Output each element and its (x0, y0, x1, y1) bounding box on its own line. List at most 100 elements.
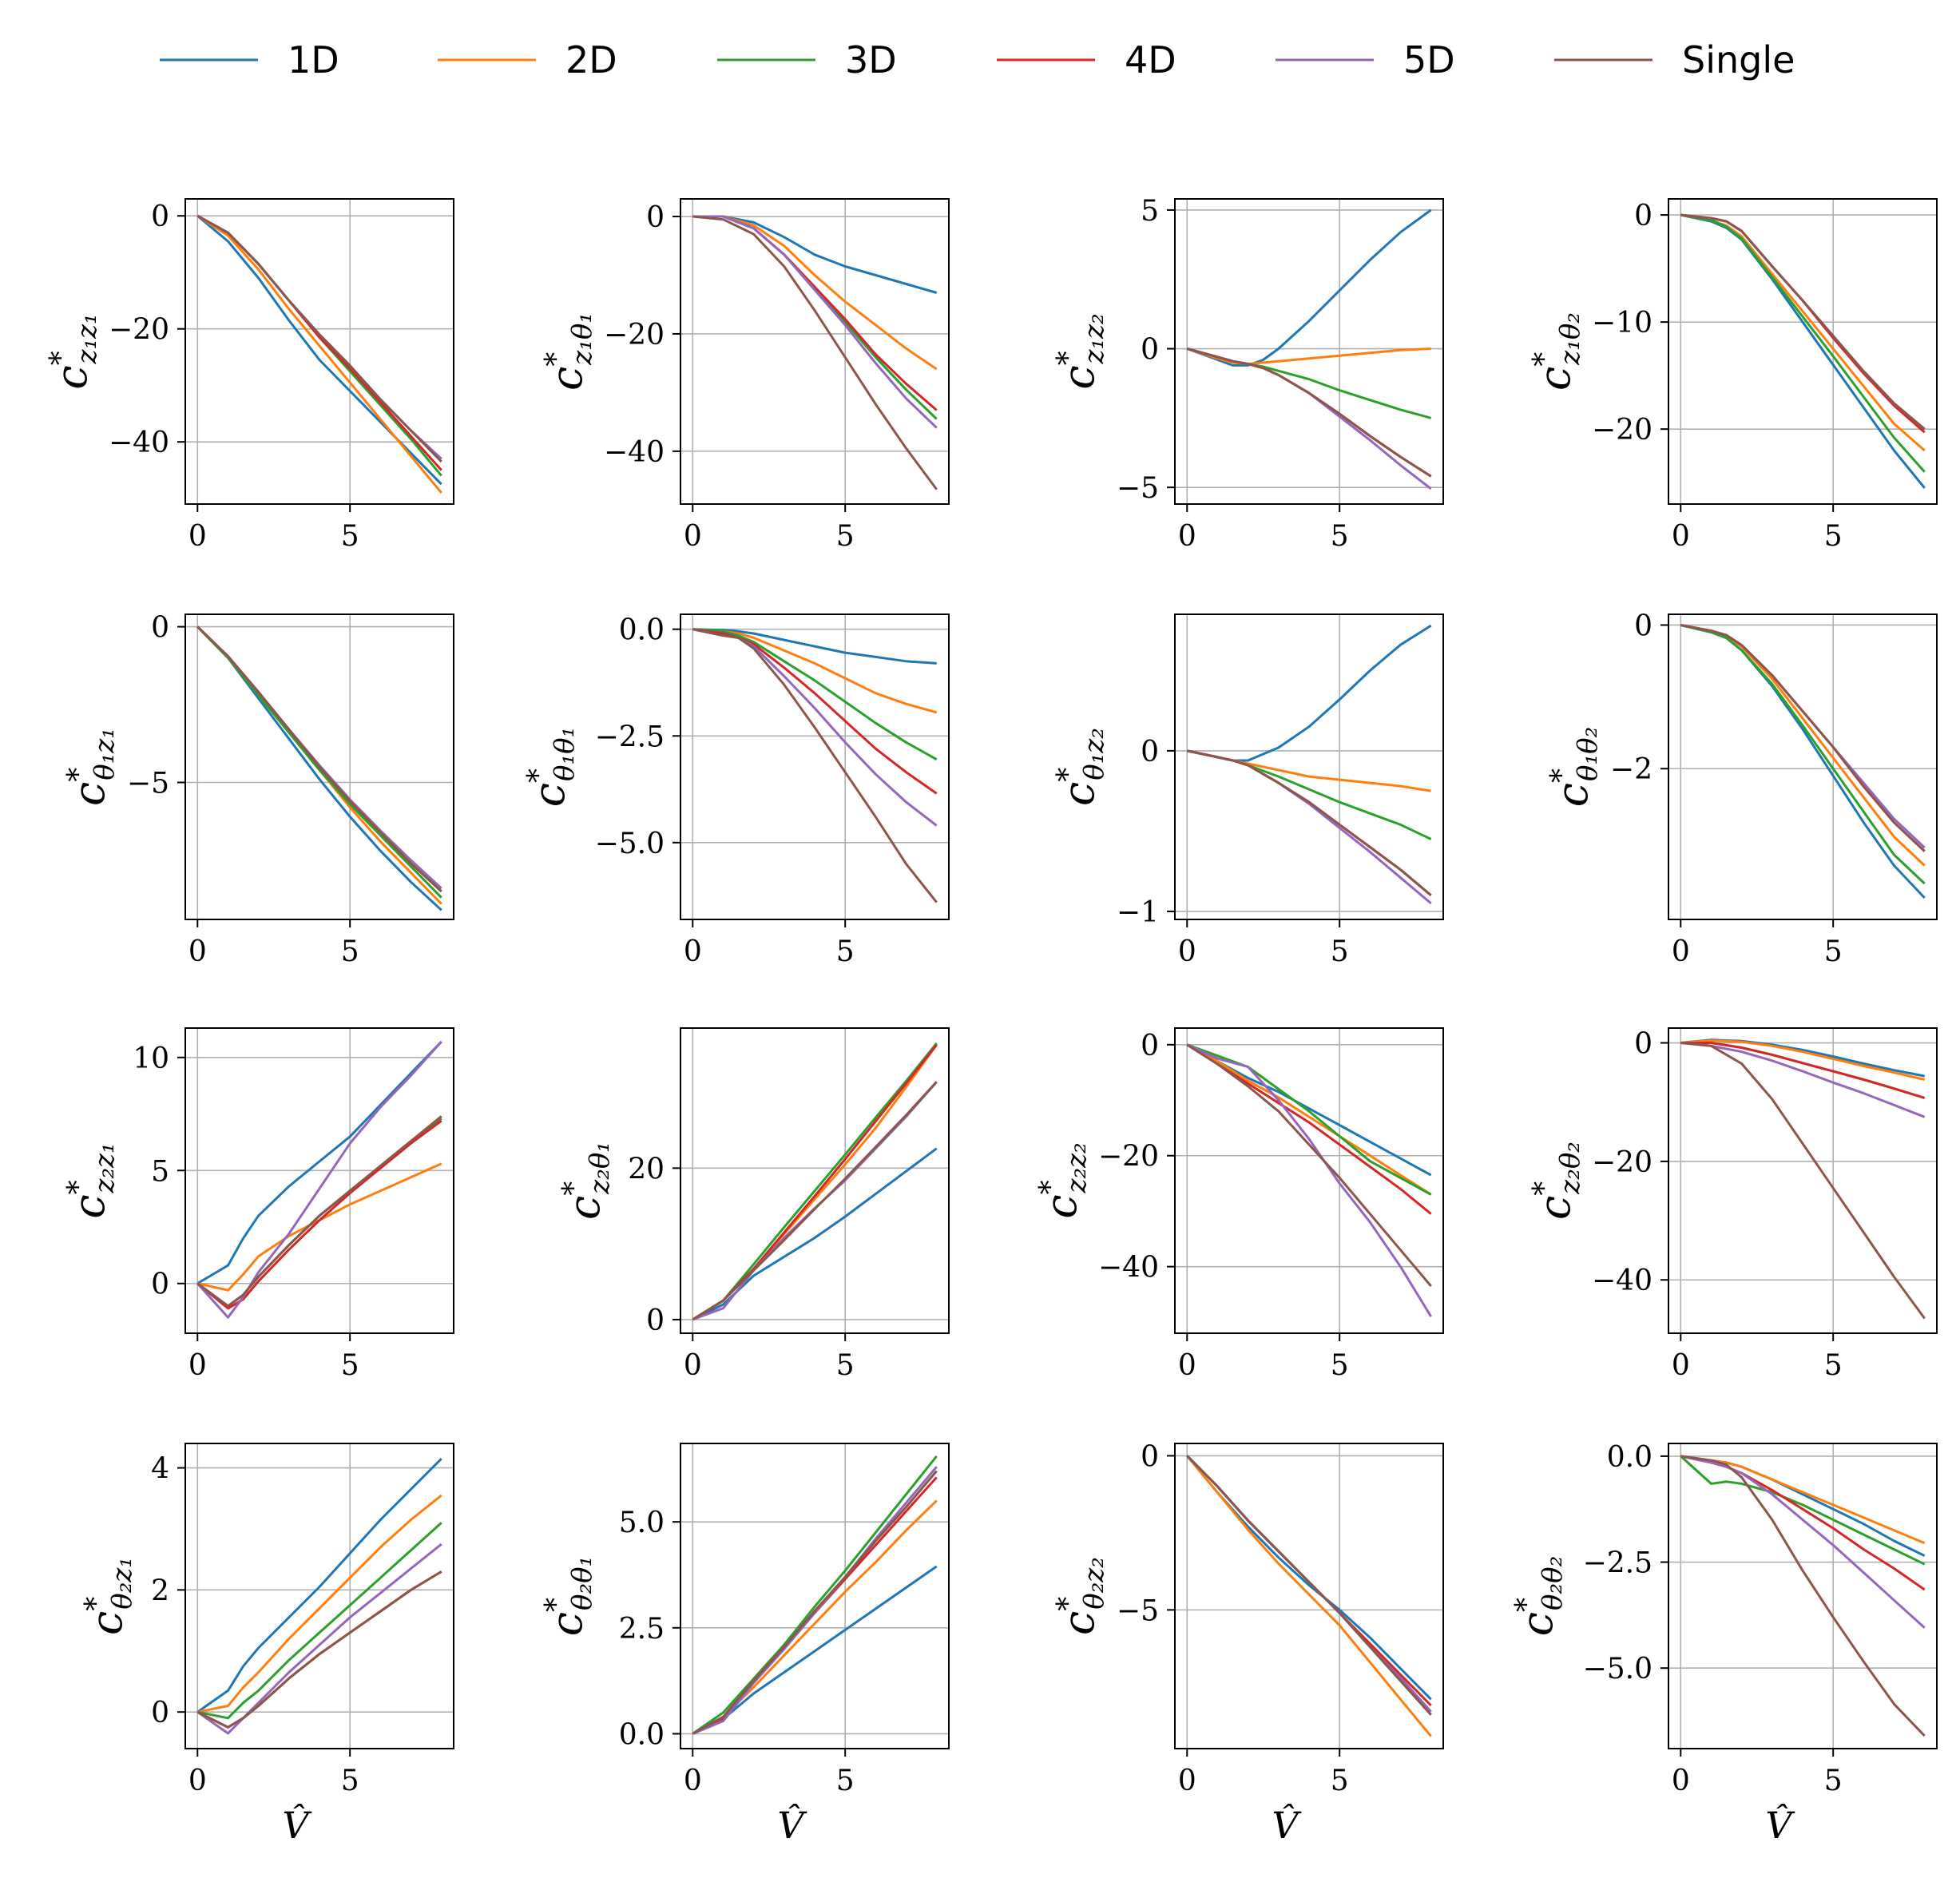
y-axis-label: c*z₂z₂ (1034, 1142, 1093, 1218)
y-axis-label-symbol: c (524, 783, 574, 807)
y-tick-label: −2.5 (595, 721, 665, 753)
series-line-single (692, 1081, 938, 1321)
series-line-3d (1680, 213, 1926, 473)
y-tick-label: 0 (646, 201, 665, 234)
series-line-single (196, 1115, 442, 1308)
y-axis-label: c*z₂z₁ (62, 1142, 121, 1218)
axes-frame (184, 198, 454, 505)
y-tick-label: 0 (151, 201, 169, 233)
legend-label-single: Single (1682, 38, 1795, 81)
y-tick-label: −40 (109, 427, 169, 459)
y-tick-label: 0 (1634, 1028, 1653, 1061)
y-axis-label-subscript: z₂z₁ (89, 1142, 121, 1193)
series-line-single (1680, 1455, 1926, 1737)
series-line-1d (692, 1565, 938, 1735)
x-tick-label: 5 (1331, 520, 1349, 553)
x-tick-label: 0 (188, 520, 207, 553)
y-axis-label: c*z₁z₂ (1052, 313, 1110, 389)
series-line-1d (1680, 624, 1926, 899)
series-line-single (1186, 1043, 1432, 1287)
y-axis-label-subscript: z₁z₂ (1078, 313, 1110, 364)
y-tick-label: 0 (1141, 1440, 1159, 1473)
series-line-2d (1680, 624, 1926, 867)
x-axis-label: V̂ (1765, 1804, 1795, 1847)
y-axis-label-symbol: c (559, 1196, 609, 1220)
axes-frame (1174, 613, 1444, 920)
series-line-single (1186, 347, 1432, 478)
series-line-4d (692, 215, 938, 411)
axes-frame (184, 613, 454, 920)
y-tick-label: −10 (1592, 307, 1653, 339)
series-line-2d (1186, 1455, 1432, 1737)
x-tick-label: 5 (1331, 1349, 1349, 1382)
series-line-5d (1186, 1043, 1432, 1317)
series-line-3d (197, 1522, 442, 1720)
series-line-2d (692, 628, 938, 714)
y-axis-label-superscript: * (1528, 352, 1561, 367)
series-line-2d (692, 215, 938, 371)
y-axis-label-superscript: * (80, 1597, 113, 1611)
legend-label-3d: 3D (845, 38, 897, 81)
legend-label-1d: 1D (288, 38, 339, 81)
y-tick-label: 5 (151, 1155, 169, 1188)
y-tick-label: −2.5 (1583, 1547, 1653, 1580)
y-tick-label: 0 (1634, 609, 1653, 642)
series-line-single (1186, 749, 1432, 896)
axes-frame (184, 1443, 454, 1749)
axes-frame (1174, 1443, 1444, 1749)
x-tick-label: 0 (1672, 1765, 1690, 1797)
series-line-1d (196, 215, 442, 486)
series-line-2d (196, 1162, 442, 1292)
y-axis-label-symbol: c (1512, 1612, 1562, 1636)
y-axis-label-subscript: z₂z₂ (1061, 1142, 1093, 1193)
y-axis-label-subscript: θ₂θ₂ (1537, 1556, 1569, 1610)
y-axis-label-superscript: * (1034, 1180, 1067, 1194)
series-line-4d (692, 628, 938, 795)
y-axis-label-symbol: c (1053, 782, 1104, 806)
y-tick-label: 0 (1634, 200, 1653, 232)
x-tick-label: 5 (1331, 935, 1349, 968)
x-tick-label: 0 (684, 1349, 702, 1382)
x-tick-label: 0 (1672, 935, 1690, 968)
y-axis-label-superscript: * (1545, 768, 1578, 783)
y-tick-label: −5 (127, 767, 169, 800)
subplot-3-4: 0 5 0 −20 −40 c*z₂θ₂ (1528, 1027, 1938, 1382)
x-tick-label: 5 (341, 1765, 359, 1797)
subplot-1-3: 0 5 5 0 −5 c*z₁z₂ (1052, 195, 1444, 553)
axes-frame (1174, 198, 1444, 505)
series-line-single (196, 625, 442, 893)
y-axis-label: c*θ₁θ₂ (1545, 727, 1604, 807)
y-axis-label-superscript: * (557, 1181, 590, 1196)
y-tick-label: −40 (1098, 1252, 1159, 1284)
y-axis-label-subscript: z₂θ₁ (584, 1142, 616, 1195)
x-tick-label: 5 (341, 1349, 359, 1382)
y-tick-label: −20 (1592, 1146, 1653, 1179)
axes-frame (1668, 198, 1938, 505)
subplot-3-1: 0 5 10 5 0 c*z₂z₁ (62, 1027, 454, 1382)
x-tick-label: 5 (341, 935, 359, 968)
y-axis-label-subscript: z₁θ₁ (566, 312, 598, 366)
series-line-single (196, 214, 442, 463)
x-axis-label: V̂ (282, 1804, 312, 1847)
y-tick-label: −40 (604, 436, 665, 469)
series-line-1d (1186, 208, 1432, 367)
y-axis-label-symbol: c (81, 1611, 132, 1635)
y-tick-label: −40 (1592, 1265, 1653, 1297)
x-tick-label: 0 (684, 520, 702, 553)
series-line-single (1680, 624, 1926, 852)
y-axis-label-superscript: * (1052, 351, 1085, 365)
series-line-3d (692, 628, 938, 761)
series-line-5d (1186, 347, 1432, 490)
subplot-2-4: 0 50−2c*θ₁θ₂ (1545, 609, 1938, 968)
series-line-5d (1680, 1455, 1926, 1629)
y-tick-label: 0 (1141, 736, 1159, 768)
series-line-3d (196, 625, 442, 899)
y-axis-label-subscript: z₂θ₂ (1554, 1142, 1586, 1195)
series-line-2d (692, 1044, 938, 1321)
series-line-single (1680, 213, 1926, 431)
series-line-2d (197, 1494, 442, 1713)
y-axis-label-symbol: c (1547, 783, 1597, 807)
y-axis-label-subscript: θ₁z₁ (89, 728, 121, 780)
y-axis-label-symbol: c (64, 782, 114, 806)
y-tick-label: −2 (1610, 753, 1653, 786)
